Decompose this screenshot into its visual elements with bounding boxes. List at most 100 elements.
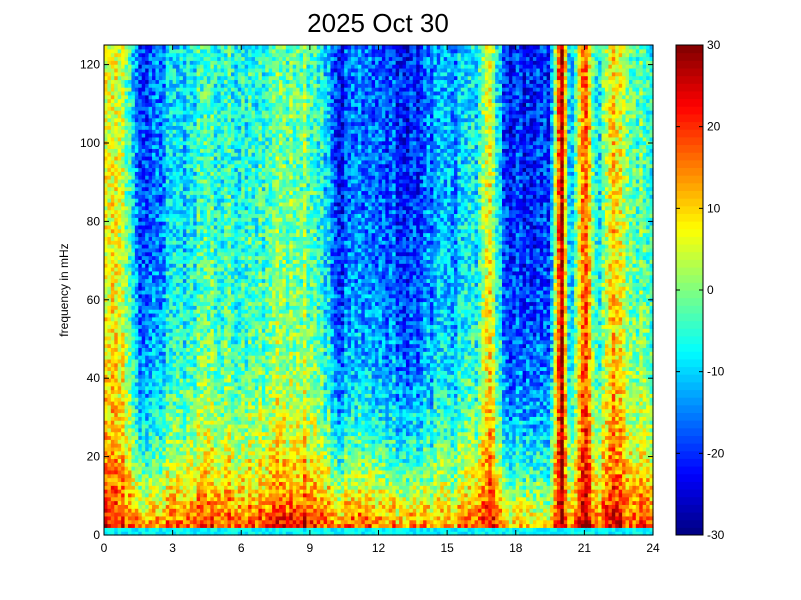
heatmap-cell: [228, 68, 232, 72]
heatmap-cell: [169, 198, 173, 202]
heatmap-cell: [142, 79, 146, 83]
heatmap-cell: [121, 183, 125, 187]
heatmap-cell: [231, 206, 235, 210]
heatmap-cell: [210, 190, 214, 194]
heatmap-cell: [217, 145, 221, 149]
heatmap-cell: [121, 508, 125, 512]
heatmap-cell: [210, 451, 214, 455]
heatmap-cell: [121, 175, 125, 179]
heatmap-cell: [221, 125, 225, 129]
heatmap-cell: [145, 248, 149, 252]
heatmap-cell: [159, 443, 163, 447]
heatmap-cell: [210, 129, 214, 133]
heatmap-cell: [166, 99, 170, 103]
heatmap-cell: [217, 252, 221, 256]
heatmap-cell: [107, 524, 111, 528]
heatmap-cell: [145, 378, 149, 382]
heatmap-cell: [176, 133, 180, 137]
heatmap-cell: [118, 512, 122, 516]
heatmap-cell: [173, 359, 177, 363]
heatmap-cell: [118, 122, 122, 126]
heatmap-cell: [231, 286, 235, 290]
heatmap-cell: [135, 275, 139, 279]
heatmap-cell: [221, 275, 225, 279]
heatmap-cell: [125, 175, 129, 179]
heatmap-cell: [210, 420, 214, 424]
heatmap-cell: [135, 344, 139, 348]
heatmap-cell: [104, 171, 108, 175]
heatmap-cell: [207, 145, 211, 149]
heatmap-cell: [169, 301, 173, 305]
heatmap-cell: [214, 340, 218, 344]
heatmap-cell: [169, 102, 173, 106]
heatmap-cell: [125, 76, 129, 80]
heatmap-cell: [107, 148, 111, 152]
heatmap-cell: [186, 83, 190, 87]
heatmap-cell: [162, 91, 166, 95]
heatmap-cell: [193, 229, 197, 233]
heatmap-cell: [214, 386, 218, 390]
heatmap-cell: [159, 72, 163, 76]
heatmap-cell: [162, 367, 166, 371]
heatmap-cell: [204, 110, 208, 114]
heatmap-cell: [214, 489, 218, 493]
heatmap-cell: [210, 367, 214, 371]
heatmap-cell: [142, 309, 146, 313]
heatmap-cell: [231, 87, 235, 91]
heatmap-cell: [179, 45, 183, 49]
heatmap-cell: [190, 290, 194, 294]
heatmap-cell: [228, 355, 232, 359]
heatmap-cell: [190, 125, 194, 129]
heatmap-cell: [159, 439, 163, 443]
heatmap-cell: [214, 68, 218, 72]
heatmap-cell: [138, 118, 142, 122]
heatmap-cell: [138, 60, 142, 64]
heatmap-cell: [190, 386, 194, 390]
heatmap-cell: [186, 501, 190, 505]
heatmap-cell: [159, 83, 163, 87]
heatmap-cell: [221, 428, 225, 432]
heatmap-cell: [142, 87, 146, 91]
heatmap-cell: [207, 478, 211, 482]
heatmap-cell: [107, 328, 111, 332]
heatmap-cell: [142, 432, 146, 436]
heatmap-cell: [221, 91, 225, 95]
heatmap-cell: [159, 397, 163, 401]
heatmap-cell: [197, 527, 201, 531]
heatmap-cell: [142, 466, 146, 470]
heatmap-cell: [149, 355, 153, 359]
heatmap-cell: [231, 110, 235, 114]
heatmap-cell: [173, 137, 177, 141]
heatmap-cell: [125, 378, 129, 382]
heatmap-cell: [169, 79, 173, 83]
heatmap-cell: [231, 171, 235, 175]
heatmap-cell: [166, 225, 170, 229]
heatmap-cell: [210, 439, 214, 443]
heatmap-cell: [162, 382, 166, 386]
heatmap-cell: [173, 221, 177, 225]
heatmap-cell: [234, 420, 238, 424]
heatmap-cell: [234, 83, 238, 87]
heatmap-cell: [204, 367, 208, 371]
heatmap-cell: [190, 286, 194, 290]
heatmap-cell: [179, 95, 183, 99]
heatmap-cell: [145, 64, 149, 68]
heatmap-cell: [142, 259, 146, 263]
heatmap-cell: [125, 145, 129, 149]
heatmap-cell: [217, 275, 221, 279]
heatmap-cell: [169, 317, 173, 321]
heatmap-cell: [204, 344, 208, 348]
heatmap-cell: [149, 390, 153, 394]
heatmap-cell: [128, 447, 132, 451]
heatmap-cell: [131, 91, 135, 95]
heatmap-cell: [121, 83, 125, 87]
heatmap-cell: [111, 397, 115, 401]
heatmap-cell: [200, 248, 204, 252]
heatmap-cell: [111, 275, 115, 279]
heatmap-cell: [217, 183, 221, 187]
heatmap-cell: [186, 347, 190, 351]
heatmap-cell: [234, 183, 238, 187]
heatmap-cell: [162, 485, 166, 489]
heatmap-cell: [138, 309, 142, 313]
heatmap-cell: [179, 279, 183, 283]
